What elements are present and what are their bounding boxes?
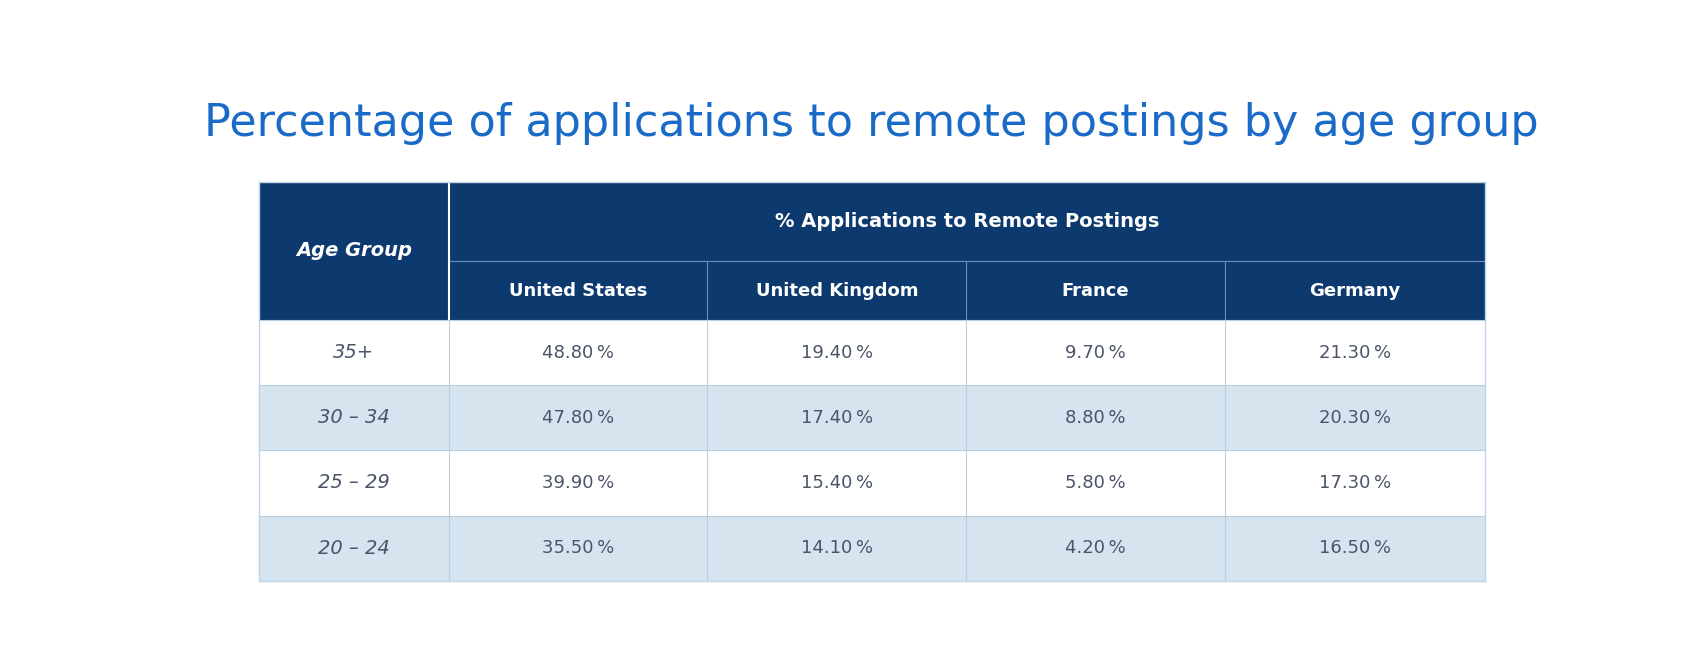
Text: 47.80 %: 47.80 % <box>543 409 614 427</box>
Text: 17.40 %: 17.40 % <box>801 409 873 427</box>
Text: 48.80 %: 48.80 % <box>543 343 614 362</box>
Text: United States: United States <box>509 282 648 299</box>
Text: 21.30 %: 21.30 % <box>1318 343 1391 362</box>
Text: France: France <box>1061 282 1129 299</box>
Bar <box>966 515 1225 581</box>
Text: 16.50 %: 16.50 % <box>1318 539 1391 557</box>
Bar <box>449 320 708 385</box>
Text: 14.10 %: 14.10 % <box>801 539 873 557</box>
Bar <box>966 450 1225 515</box>
Bar <box>708 261 966 320</box>
Text: 4.20 %: 4.20 % <box>1065 539 1126 557</box>
Bar <box>259 385 449 450</box>
Bar <box>708 450 966 515</box>
Bar <box>259 515 449 581</box>
Bar <box>449 450 708 515</box>
Bar <box>966 320 1225 385</box>
Bar <box>449 261 708 320</box>
Text: 9.70 %: 9.70 % <box>1065 343 1126 362</box>
Bar <box>259 182 449 320</box>
Bar <box>1225 261 1485 320</box>
Text: Percentage of applications to remote postings by age group: Percentage of applications to remote pos… <box>204 102 1539 145</box>
Text: 5.80 %: 5.80 % <box>1065 474 1126 492</box>
Bar <box>1225 450 1485 515</box>
Text: 35+: 35+ <box>333 343 374 362</box>
Text: Age Group: Age Group <box>296 242 412 260</box>
Bar <box>966 261 1225 320</box>
Text: 19.40 %: 19.40 % <box>801 343 873 362</box>
Text: 15.40 %: 15.40 % <box>801 474 873 492</box>
Bar <box>708 320 966 385</box>
Text: 25 – 29: 25 – 29 <box>318 473 390 493</box>
Bar <box>1225 320 1485 385</box>
Text: 8.80 %: 8.80 % <box>1065 409 1126 427</box>
Text: Germany: Germany <box>1310 282 1400 299</box>
Text: 35.50 %: 35.50 % <box>543 539 614 557</box>
Bar <box>449 385 708 450</box>
Bar <box>259 320 449 385</box>
Bar <box>259 450 449 515</box>
Bar <box>966 385 1225 450</box>
Bar <box>708 385 966 450</box>
Text: 20 – 24: 20 – 24 <box>318 539 390 558</box>
Text: 20.30 %: 20.30 % <box>1318 409 1391 427</box>
Bar <box>449 182 1485 261</box>
Bar <box>708 515 966 581</box>
Bar <box>1225 385 1485 450</box>
Bar <box>449 515 708 581</box>
Text: 39.90 %: 39.90 % <box>543 474 614 492</box>
Text: % Applications to Remote Postings: % Applications to Remote Postings <box>774 212 1158 231</box>
Text: 17.30 %: 17.30 % <box>1318 474 1391 492</box>
Text: 30 – 34: 30 – 34 <box>318 408 390 427</box>
Text: United Kingdom: United Kingdom <box>755 282 919 299</box>
Bar <box>1225 515 1485 581</box>
